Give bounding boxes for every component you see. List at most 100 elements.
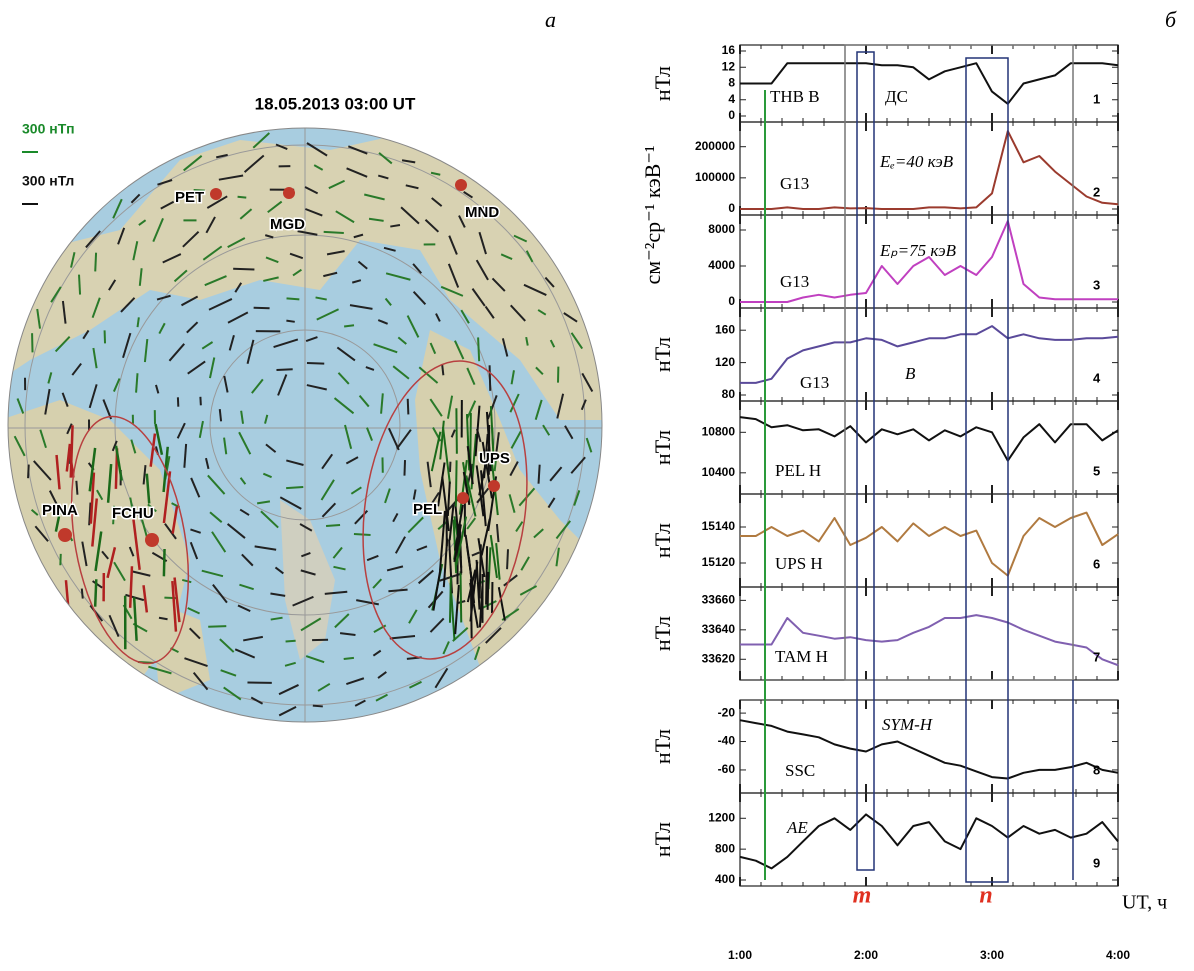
field-vector — [334, 613, 350, 629]
field-vector — [484, 305, 495, 319]
field-vector — [570, 332, 584, 350]
field-vector — [429, 398, 443, 417]
field-vector — [534, 399, 543, 420]
field-vector — [344, 424, 353, 450]
y-tick-label: 33620 — [702, 651, 736, 665]
field-vector — [519, 585, 538, 596]
field-vector — [54, 336, 71, 353]
field-vector — [491, 277, 506, 292]
field-vector — [346, 677, 365, 686]
field-vector — [206, 195, 228, 209]
field-vector — [47, 372, 53, 384]
field-vector — [486, 571, 490, 610]
y-axis-label: нТл — [650, 337, 675, 372]
field-vector — [431, 197, 443, 207]
y-tick-label: 80 — [722, 387, 736, 401]
field-vector — [336, 346, 356, 362]
field-vector — [448, 235, 458, 255]
field-vector — [55, 454, 61, 490]
field-vector — [128, 546, 135, 557]
field-vector — [171, 580, 178, 632]
field-vector — [354, 510, 369, 525]
field-vector — [373, 343, 398, 354]
field-vector — [478, 446, 491, 496]
field-vector — [454, 584, 460, 635]
field-vector — [111, 440, 118, 452]
field-vector — [570, 456, 586, 474]
panel-number: 6 — [1093, 556, 1100, 571]
field-vector — [432, 568, 442, 611]
field-vector — [454, 340, 465, 360]
field-vector — [234, 648, 256, 659]
field-vector — [75, 480, 79, 495]
field-vector — [132, 597, 138, 641]
field-vector — [430, 431, 442, 472]
field-vector — [275, 143, 288, 150]
station-label: MND — [465, 204, 499, 221]
field-vector — [533, 528, 544, 539]
field-vector — [68, 450, 75, 478]
field-vector — [458, 459, 468, 515]
field-vector — [147, 503, 157, 513]
y-tick-label: 200000 — [695, 139, 735, 153]
panel-frame — [739, 44, 1119, 123]
field-vector — [33, 460, 52, 481]
highlight-box — [856, 51, 875, 871]
field-vector — [365, 366, 375, 371]
field-vector — [450, 429, 456, 438]
field-vector — [377, 671, 387, 679]
field-vector — [286, 459, 304, 466]
field-vector — [388, 427, 400, 451]
field-vector — [78, 274, 82, 295]
field-vector — [305, 655, 325, 664]
field-vector — [270, 616, 283, 621]
field-vector — [65, 443, 72, 472]
field-vector — [208, 298, 233, 311]
field-vector — [112, 505, 116, 525]
y-tick-label: 16 — [722, 43, 736, 57]
y-axis-label: нТл — [650, 822, 675, 857]
field-vector — [350, 486, 362, 495]
field-vector — [286, 485, 304, 490]
field-vector — [157, 179, 173, 186]
annotation: AE — [786, 818, 808, 837]
field-vector — [297, 230, 318, 236]
field-vector — [354, 699, 366, 707]
station-label: PET — [175, 189, 204, 206]
field-vector — [190, 477, 201, 498]
y-tick-label: -60 — [718, 762, 736, 776]
field-vector — [162, 548, 166, 577]
field-vector — [377, 174, 389, 180]
field-vector — [94, 252, 98, 272]
field-vector — [286, 319, 295, 323]
field-vector — [13, 435, 26, 457]
field-vector — [187, 360, 206, 375]
field-vector — [349, 304, 373, 310]
field-vector — [397, 336, 407, 345]
annotation: ДС — [885, 87, 908, 106]
series-line — [740, 130, 1119, 210]
field-vector — [488, 365, 492, 391]
field-vector — [455, 516, 468, 566]
field-vector — [466, 445, 474, 485]
field-vector — [223, 686, 242, 701]
field-vector — [544, 276, 555, 288]
panel-number: 4 — [1093, 370, 1101, 385]
field-vector — [437, 462, 446, 507]
field-vector — [418, 366, 439, 384]
field-vector — [173, 269, 188, 283]
field-vector — [201, 569, 224, 578]
field-vector — [106, 463, 113, 503]
field-vector — [187, 607, 200, 615]
field-vector — [80, 588, 84, 599]
field-vector — [251, 378, 264, 394]
panel-frame — [739, 493, 1119, 588]
field-vector — [542, 424, 551, 436]
field-vector — [430, 171, 441, 176]
field-vector — [279, 496, 302, 510]
y-tick-label: -20 — [718, 705, 736, 719]
field-vector — [356, 599, 379, 606]
field-vector — [180, 295, 199, 307]
field-vector — [135, 373, 139, 393]
field-vector — [273, 338, 299, 349]
